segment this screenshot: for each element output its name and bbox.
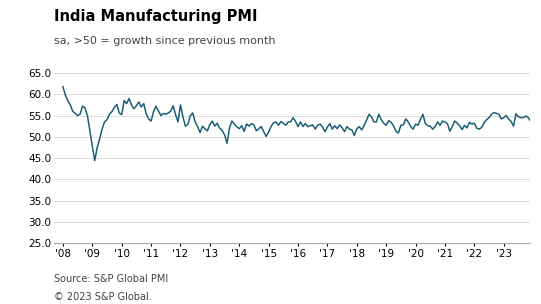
Text: India Manufacturing PMI: India Manufacturing PMI bbox=[54, 9, 258, 24]
Text: © 2023 S&P Global.: © 2023 S&P Global. bbox=[54, 292, 152, 302]
Text: sa, >50 = growth since previous month: sa, >50 = growth since previous month bbox=[54, 36, 275, 47]
Text: Source: S&P Global PMI: Source: S&P Global PMI bbox=[54, 274, 168, 284]
